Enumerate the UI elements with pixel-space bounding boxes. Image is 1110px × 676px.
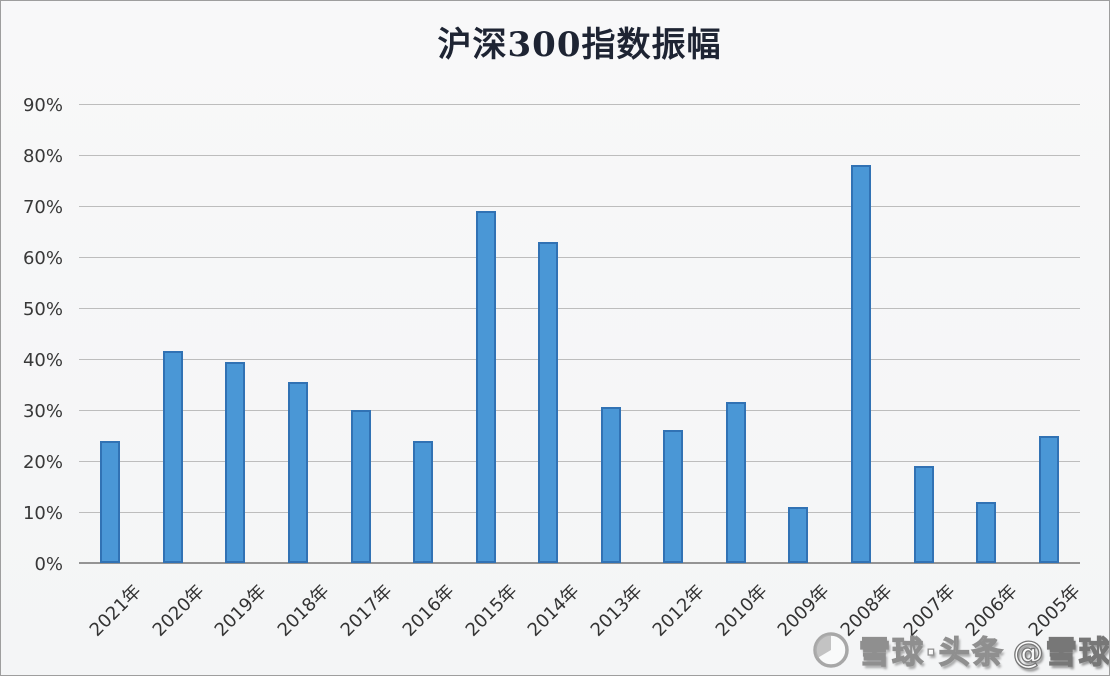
- bar-2014年: [538, 241, 559, 563]
- gridline: [79, 308, 1080, 309]
- bar-2017年: [350, 410, 371, 563]
- gridline: [79, 359, 1080, 360]
- gridline: [79, 512, 1080, 513]
- bar-2009年: [788, 506, 809, 563]
- bar-2013年: [600, 407, 621, 563]
- y-tick-label: 80%: [22, 146, 63, 167]
- x-axis-line: [79, 562, 1080, 564]
- y-tick-label: 20%: [22, 452, 63, 473]
- bar-2012年: [663, 430, 684, 563]
- y-tick-label: 50%: [22, 299, 63, 320]
- y-tick-label: 60%: [22, 248, 63, 269]
- bar-2005年: [1038, 435, 1059, 563]
- bar-2015年: [475, 211, 496, 563]
- y-tick-label: 90%: [22, 95, 63, 116]
- bar-2006年: [976, 501, 997, 563]
- gridline: [79, 410, 1080, 411]
- bar-2010年: [725, 402, 746, 563]
- bar-2008年: [851, 165, 872, 563]
- y-tick-label: 10%: [22, 503, 63, 524]
- bar-2007年: [913, 466, 934, 563]
- gridline: [79, 104, 1080, 105]
- gridline: [79, 461, 1080, 462]
- bar-2018年: [287, 381, 308, 563]
- bar-2019年: [225, 361, 246, 563]
- gridline: [79, 206, 1080, 207]
- y-tick-label: 40%: [22, 350, 63, 371]
- y-tick-label: 0%: [34, 554, 63, 575]
- bar-2020年: [162, 351, 183, 563]
- bar-2021年: [100, 440, 121, 563]
- gridline: [79, 257, 1080, 258]
- y-tick-label: 70%: [22, 197, 63, 218]
- y-tick-label: 30%: [22, 401, 63, 422]
- bar-2016年: [413, 440, 434, 563]
- gridline: [79, 155, 1080, 156]
- chart-title: 沪深300指数振幅: [437, 25, 722, 65]
